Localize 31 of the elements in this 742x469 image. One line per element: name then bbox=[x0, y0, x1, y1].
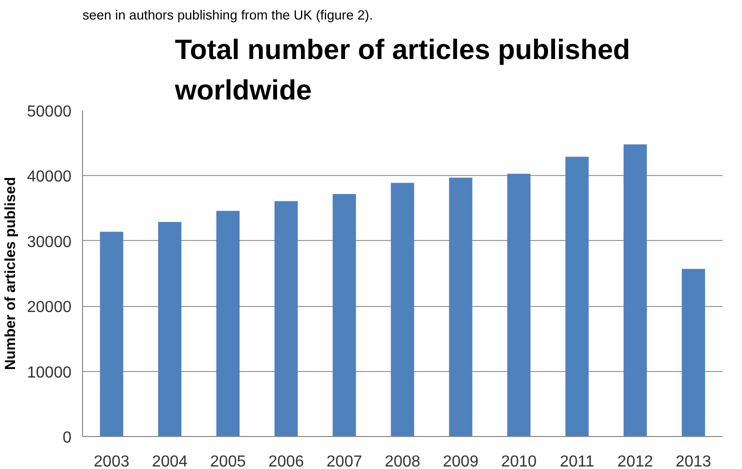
bar bbox=[682, 268, 706, 436]
y-tick-label: 0 bbox=[62, 430, 72, 446]
y-axis-title: Number of articles publised bbox=[3, 176, 20, 370]
x-tick-label: 2010 bbox=[501, 454, 537, 469]
text: seen in authors publishing from the UK (figure 2). bbox=[82, 8, 373, 22]
bar bbox=[158, 222, 182, 436]
x-tick-label: 2009 bbox=[442, 454, 479, 469]
bar bbox=[216, 210, 240, 436]
y-tick-label: 20000 bbox=[27, 299, 72, 316]
bar bbox=[449, 178, 472, 436]
chart-title: Total number of articles published worldwide bbox=[174, 34, 630, 106]
x-tick-label: 2007 bbox=[326, 454, 362, 469]
bar bbox=[624, 144, 647, 436]
y-tick-label: 10000 bbox=[27, 364, 72, 382]
bar bbox=[332, 194, 356, 436]
x-tick-label: 2004 bbox=[152, 454, 188, 469]
bar bbox=[274, 201, 298, 436]
y-tick-label: 50000 bbox=[27, 104, 72, 120]
x-tick-label: 2005 bbox=[210, 454, 246, 469]
y-tick-label: 40000 bbox=[27, 168, 72, 186]
x-tick-label: 2011 bbox=[560, 454, 594, 469]
bar bbox=[100, 232, 124, 436]
bar bbox=[390, 182, 414, 436]
x-tick-label: 2012 bbox=[617, 454, 654, 469]
bar bbox=[565, 156, 589, 436]
x-tick-label: 2013 bbox=[676, 454, 712, 469]
bar bbox=[507, 174, 530, 436]
x-tick-label: 2003 bbox=[94, 454, 130, 469]
y-tick-label: 30000 bbox=[27, 234, 72, 251]
x-tick-label: 2006 bbox=[268, 454, 304, 469]
x-tick-label: 2008 bbox=[384, 454, 420, 469]
